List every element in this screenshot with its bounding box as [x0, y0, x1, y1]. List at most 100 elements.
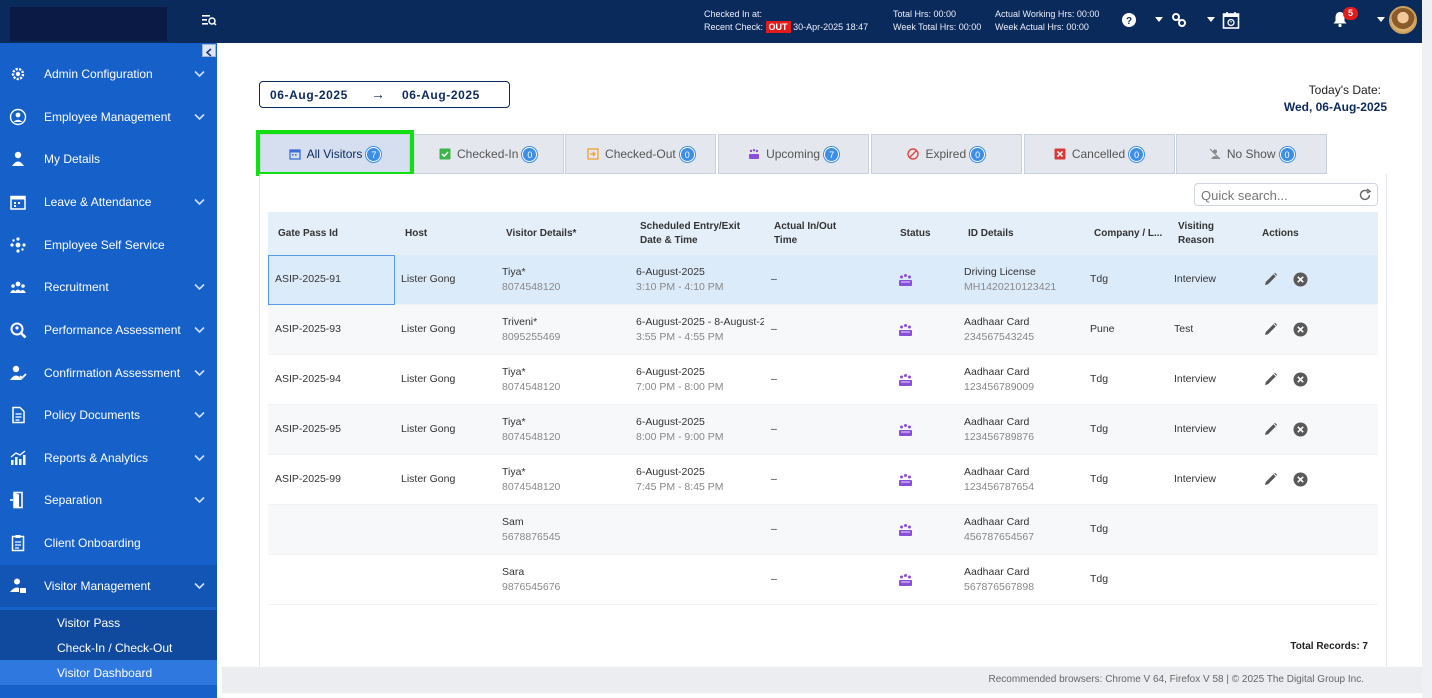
- date-range-picker[interactable]: 06-Aug-2025 → 06-Aug-2025: [259, 81, 510, 108]
- quick-search-box[interactable]: [1194, 183, 1378, 206]
- tab-label: Upcoming: [766, 147, 821, 161]
- table-row[interactable]: Sam 5678876545 – Aadhaar Card 456787654567 Td…: [268, 505, 1378, 555]
- edit-pencil-icon[interactable]: [1263, 422, 1278, 437]
- company-location: Tdg: [1090, 273, 1109, 285]
- sidebar-item-my-details[interactable]: My Details: [0, 138, 217, 180]
- visitor-name: Tiya*: [502, 266, 526, 278]
- quick-search-input[interactable]: [1201, 187, 1351, 203]
- id-number: 123456787654: [964, 481, 1035, 493]
- header-gate-pass[interactable]: Gate Pass Id: [278, 227, 339, 239]
- sidebar-item-client-onboarding[interactable]: Client Onboarding: [0, 522, 217, 564]
- table-row[interactable]: ASIP-2025-94 Lister Gong Tiya* 8074548120 6-…: [268, 355, 1378, 405]
- cancel-circle-icon[interactable]: [1293, 272, 1308, 287]
- tab-no-show[interactable]: No Show 0: [1176, 134, 1328, 174]
- exit-icon: [587, 148, 599, 160]
- header-scheduled-line2: Date & Time: [640, 234, 698, 246]
- header-host[interactable]: Host: [405, 227, 428, 239]
- table-row[interactable]: ASIP-2025-99 Lister Gong Tiya* 8074548120 6-…: [268, 455, 1378, 505]
- id-type: Aadhaar Card: [964, 466, 1030, 478]
- gate-pass-id[interactable]: ASIP-2025-94: [275, 373, 341, 385]
- id-number: 456787654567: [964, 531, 1035, 543]
- tab-all-visitors[interactable]: All Visitors 7: [260, 134, 410, 174]
- gate-pass-id[interactable]: ASIP-2025-99: [275, 473, 341, 485]
- header-reason-line2: Reason: [1178, 234, 1215, 246]
- sidebar-item-performance-assessment[interactable]: Performance Assessment: [0, 309, 217, 351]
- tab-expired[interactable]: Expired 0: [870, 134, 1022, 174]
- sidebar-item-label: Leave & Attendance: [44, 195, 152, 209]
- sidebar-subitem-visitor-pass[interactable]: Visitor Pass: [0, 610, 217, 635]
- scheduled-datetime: 6-August-2025 3:10 PM - 4:10 PM: [636, 265, 764, 295]
- user-avatar[interactable]: [1389, 6, 1417, 34]
- help-icon[interactable]: ?: [1121, 12, 1137, 28]
- sidebar-item-policy-documents[interactable]: Policy Documents: [0, 394, 217, 436]
- cancel-circle-icon[interactable]: [1293, 322, 1308, 337]
- header-status[interactable]: Status: [900, 227, 931, 239]
- help-caret-icon[interactable]: [1155, 17, 1163, 22]
- visitor-table: Gate Pass Id Host Visitor Details* Sched…: [268, 212, 1378, 605]
- sidebar-item-visitor-management[interactable]: Visitor Management: [0, 565, 217, 607]
- sidebar-item-leave-and-attendance[interactable]: Leave & Attendance: [0, 181, 217, 223]
- tab-cancelled[interactable]: Cancelled 0: [1023, 134, 1175, 174]
- upcoming-status-icon: [899, 474, 912, 486]
- gate-pass-id[interactable]: ASIP-2025-91: [275, 273, 341, 285]
- calendar-clock-icon[interactable]: [1222, 11, 1240, 30]
- sidebar-item-employee-management[interactable]: Employee Management: [0, 96, 217, 138]
- menu-search-icon[interactable]: [201, 12, 217, 28]
- sidebar-item-employee-self-service[interactable]: Employee Self Service: [0, 224, 217, 266]
- tab-checked-in[interactable]: Checked-In 0: [412, 134, 564, 174]
- cancel-circle-icon[interactable]: [1293, 422, 1308, 437]
- sidebar-item-separation[interactable]: Separation: [0, 479, 217, 521]
- page-scrollbar[interactable]: [1422, 0, 1432, 698]
- sidebar-item-confirmation-assessment[interactable]: Confirmation Assessment: [0, 352, 217, 394]
- tab-label: All Visitors: [306, 147, 363, 161]
- table-row[interactable]: ASIP-2025-95 Lister Gong Tiya* 8074548120 6-…: [268, 405, 1378, 455]
- host-name: Lister Gong: [401, 373, 456, 385]
- edit-pencil-icon[interactable]: [1263, 372, 1278, 387]
- sidebar-item-admin-configuration[interactable]: Admin Configuration: [0, 53, 217, 95]
- tab-checked-out[interactable]: Checked-Out 0: [565, 134, 717, 174]
- cancel-circle-icon[interactable]: [1293, 372, 1308, 387]
- visitor-details: Tiya* 8074548120: [502, 465, 560, 495]
- sidebar-subitem-visitor-dashboard[interactable]: Visitor Dashboard: [0, 660, 217, 685]
- network-icon: [10, 237, 26, 253]
- visitor-name: Tiya*: [502, 416, 526, 428]
- total-hrs: Total Hrs: 00:00: [893, 9, 957, 19]
- header-actual[interactable]: Actual In/Out Time: [774, 212, 836, 255]
- id-details: Driving License MH1420210123421: [964, 265, 1056, 295]
- table-row[interactable]: ASIP-2025-91 Lister Gong Tiya* 8074548120 6-…: [268, 255, 1378, 305]
- user-check-icon: [10, 365, 27, 380]
- sidebar-collapse-button[interactable]: [202, 44, 216, 57]
- gate-pass-id[interactable]: ASIP-2025-93: [275, 323, 341, 335]
- visitor-phone: 8074548120: [502, 431, 561, 443]
- sidebar-subitem-check-in-check-out[interactable]: Check-In / Check-Out: [0, 635, 217, 660]
- tab-count-badge: 0: [1129, 147, 1145, 162]
- header-id-details[interactable]: ID Details: [968, 227, 1014, 239]
- link-icon[interactable]: [1171, 12, 1187, 28]
- company-location: Tdg: [1090, 423, 1109, 435]
- visitor-name: Tiya*: [502, 366, 526, 378]
- table-row[interactable]: ASIP-2025-93 Lister Gong Triveni* 809525546…: [268, 305, 1378, 355]
- visitor-name: Sam: [502, 516, 524, 528]
- refresh-icon[interactable]: [1358, 188, 1372, 202]
- header-scheduled[interactable]: Scheduled Entry/Exit Date & Time: [640, 212, 740, 255]
- link-caret-icon[interactable]: [1207, 17, 1215, 22]
- gate-pass-id[interactable]: ASIP-2025-95: [275, 423, 341, 435]
- profile-caret-icon[interactable]: [1377, 17, 1385, 22]
- cancel-circle-icon[interactable]: [1293, 472, 1308, 487]
- header-visiting-reason[interactable]: Visiting Reason: [1178, 212, 1214, 255]
- header-visitor-details[interactable]: Visitor Details*: [506, 227, 577, 239]
- visitor-details: Sara 9876545676: [502, 565, 560, 595]
- recent-check-label: Recent Check:: [704, 22, 764, 32]
- edit-pencil-icon[interactable]: [1263, 322, 1278, 337]
- edit-pencil-icon[interactable]: [1263, 272, 1278, 287]
- edit-pencil-icon[interactable]: [1263, 472, 1278, 487]
- sidebar-item-reports-and-analytics[interactable]: Reports & Analytics: [0, 437, 217, 479]
- table-row[interactable]: Sara 9876545676 – Aadhaar Card 567876567898 T…: [268, 555, 1378, 605]
- tab-upcoming[interactable]: Upcoming 7: [718, 134, 870, 174]
- sidebar-item-label: Confirmation Assessment: [44, 366, 181, 380]
- header-company[interactable]: Company / L...: [1094, 227, 1163, 239]
- company-logo[interactable]: [10, 7, 167, 41]
- sidebar-item-recruitment[interactable]: Recruitment: [0, 266, 217, 308]
- visitor-details: Triveni* 8095255469: [502, 315, 560, 345]
